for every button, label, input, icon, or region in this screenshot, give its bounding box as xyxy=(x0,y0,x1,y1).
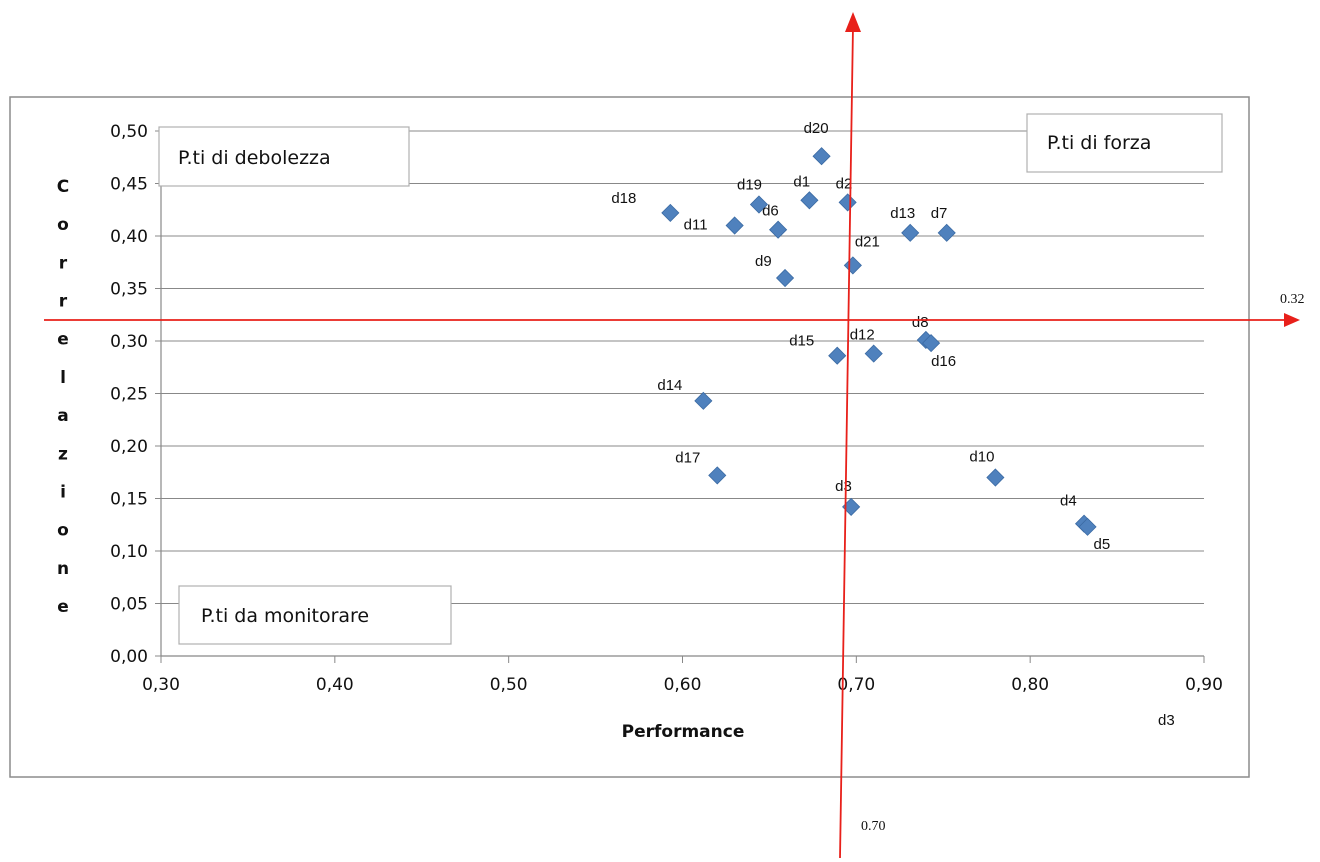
y-tick-label: 0,20 xyxy=(110,437,148,457)
quadrant-monitor-label: P.ti da monitorare xyxy=(201,605,369,627)
axes xyxy=(160,131,1205,663)
point-d10 xyxy=(986,468,1005,487)
label-d15: d15 xyxy=(789,333,814,350)
label-d2: d2 xyxy=(836,175,853,192)
y-tick-label: 0,45 xyxy=(110,175,148,195)
y-axis-title-letter: o xyxy=(57,215,69,235)
x-tick-label: 0,70 xyxy=(837,675,875,695)
point-d11 xyxy=(725,216,744,235)
horizontal-reference-value: 0.32 xyxy=(1280,292,1305,307)
data-labels: d1 d2 d3 d4 d5 d6 d7 d8 d9 d10 d11 d12 d13 d14 d15 d16 d… xyxy=(611,120,1110,553)
label-d14: d14 xyxy=(657,377,682,394)
point-d9 xyxy=(775,268,795,288)
x-tick-label: 0,80 xyxy=(1011,675,1049,695)
vertical-arrowhead xyxy=(845,12,861,32)
stray-d3-label: d3 xyxy=(1158,712,1175,729)
y-tick-label: 0,10 xyxy=(110,542,148,562)
chart-border xyxy=(9,96,1250,778)
y-axis-title-letter: z xyxy=(58,444,68,464)
quadrant-monitor: P.ti da monitorare xyxy=(178,585,452,645)
y-axis-title-letter: r xyxy=(59,253,68,273)
x-tick-labels: 0,30 0,40 0,50 0,60 0,70 0,80 0,90 xyxy=(142,675,1223,695)
quadrant-strength: P.ti di forza xyxy=(1026,113,1223,173)
y-axis-title-letter: e xyxy=(57,330,69,350)
label-d9: d9 xyxy=(755,253,772,270)
point-d20 xyxy=(812,147,831,166)
x-tick-label: 0,60 xyxy=(664,675,702,695)
quadrant-weakness: P.ti di debolezza xyxy=(158,126,410,187)
x-axis-title: Performance xyxy=(622,722,745,742)
label-d6: d6 xyxy=(762,203,779,220)
label-d11: d11 xyxy=(684,217,708,234)
point-d19 xyxy=(749,195,769,214)
horizontal-arrowhead xyxy=(1284,313,1300,327)
label-d21: d21 xyxy=(855,233,880,250)
point-d7 xyxy=(937,223,956,242)
vertical-reference-line xyxy=(839,25,854,859)
label-d4: d4 xyxy=(1060,493,1077,510)
point-d13 xyxy=(901,223,920,242)
point-d16 xyxy=(922,334,941,353)
y-axis-title-letter: i xyxy=(60,482,66,502)
point-d12 xyxy=(864,344,883,363)
quadrant-weakness-label: P.ti di debolezza xyxy=(178,147,331,169)
y-tick-label: 0,30 xyxy=(110,332,148,352)
point-d17 xyxy=(708,466,727,485)
vertical-reference-value: 0.70 xyxy=(861,819,886,834)
point-d6 xyxy=(769,220,788,239)
label-d7: d7 xyxy=(931,205,948,222)
label-d13: d13 xyxy=(890,205,915,222)
label-d18: d18 xyxy=(611,190,636,207)
y-tick-labels: 0,00 0,05 0,10 0,15 0,20 0,25 0,30 0,35 0,40 0,45… xyxy=(110,122,148,667)
label-d16: d16 xyxy=(931,353,956,370)
label-d3: d3 xyxy=(835,478,852,495)
x-tick-label: 0,50 xyxy=(490,675,528,695)
label-d19: d19 xyxy=(737,177,762,194)
x-tick-label: 0,40 xyxy=(316,675,354,695)
x-tick-label: 0,30 xyxy=(142,675,180,695)
label-d12: d12 xyxy=(850,327,875,344)
y-tick-label: 0,35 xyxy=(110,280,148,300)
x-tick-label: 0,90 xyxy=(1185,675,1223,695)
y-axis-title-letter: l xyxy=(60,368,66,388)
y-axis-title-letter: a xyxy=(57,406,68,426)
point-d18 xyxy=(661,203,680,222)
reference-lines: 0.32 0.70 xyxy=(44,12,1305,859)
point-d15 xyxy=(828,346,847,365)
point-d1 xyxy=(800,191,819,210)
label-d20: d20 xyxy=(804,120,829,137)
y-axis-title-letter: n xyxy=(57,559,69,579)
point-d14 xyxy=(694,391,713,410)
y-tick-label: 0,15 xyxy=(110,490,148,510)
label-d5: d5 xyxy=(1094,536,1111,553)
y-axis-title-letter: o xyxy=(57,521,69,541)
label-d1: d1 xyxy=(793,173,810,190)
y-tick-label: 0,00 xyxy=(110,647,148,667)
label-d10: d10 xyxy=(969,449,994,466)
y-axis-title-letter: C xyxy=(57,177,69,197)
quadrant-strength-label: P.ti di forza xyxy=(1047,132,1151,154)
y-axis-title-letter: e xyxy=(57,597,69,617)
y-tick-label: 0,05 xyxy=(110,595,148,615)
point-d2 xyxy=(838,193,857,212)
y-tick-label: 0,40 xyxy=(110,227,148,247)
point-d5 xyxy=(1078,517,1097,536)
y-axis-title-letter: r xyxy=(59,292,68,312)
y-tick-label: 0,50 xyxy=(110,122,148,142)
y-tick-label: 0,25 xyxy=(110,385,148,405)
label-d8: d8 xyxy=(912,314,929,331)
label-d17: d17 xyxy=(675,449,700,466)
